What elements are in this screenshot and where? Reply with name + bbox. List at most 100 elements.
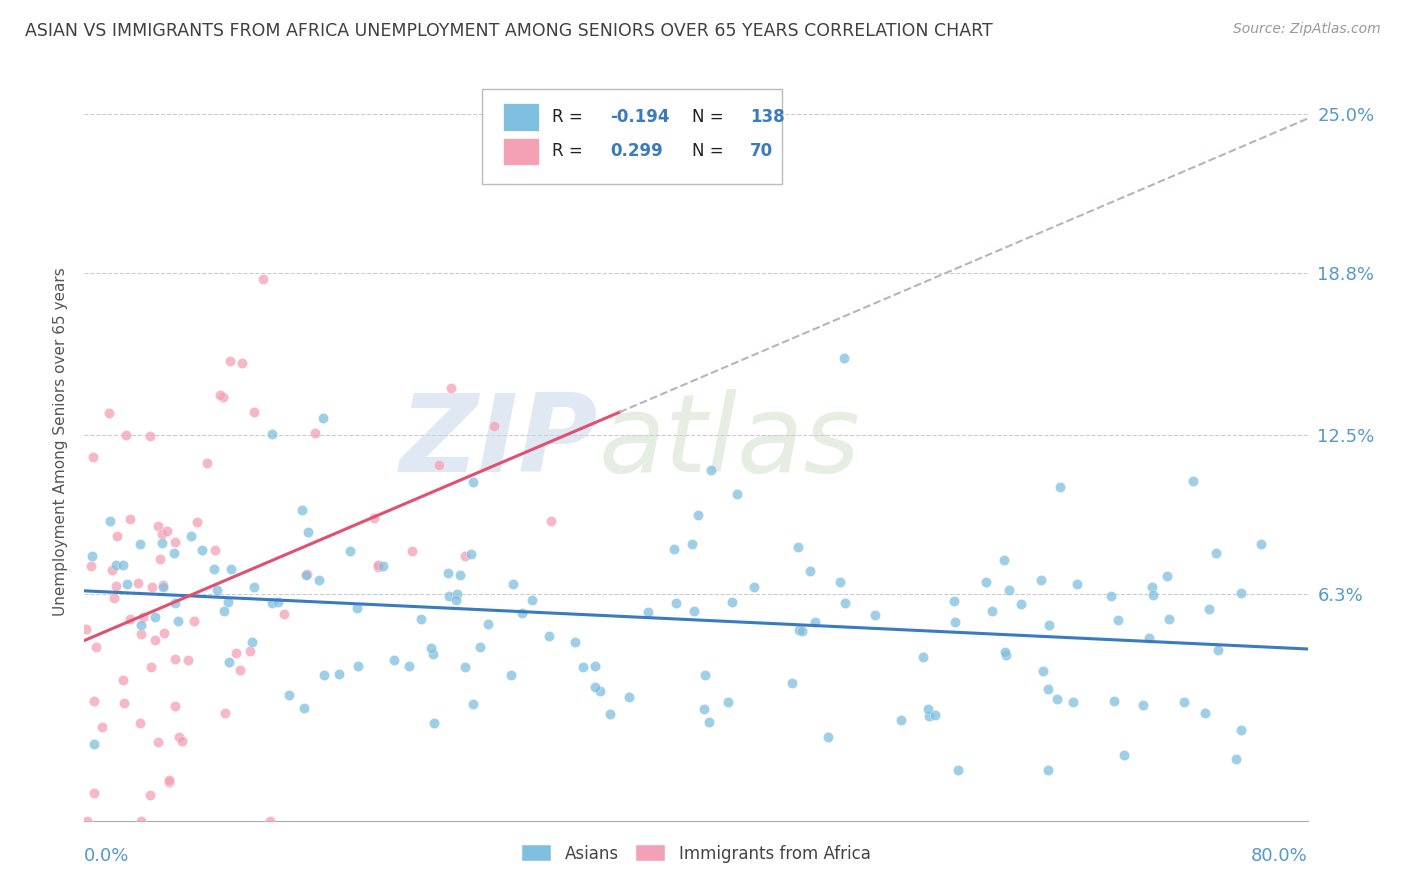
Point [790, 624, 813, 638]
Text: -0.194: -0.194 [610, 108, 669, 126]
Text: ZIP: ZIP [399, 389, 598, 494]
Text: 0.299: 0.299 [610, 142, 664, 161]
Point [166, 614, 188, 628]
Point [83, 737, 105, 751]
Point [1229, 723, 1251, 738]
Point [105, 579, 128, 593]
Text: N =: N = [692, 142, 730, 161]
Point [943, 615, 966, 630]
Point [510, 606, 533, 620]
Point [834, 596, 856, 610]
Point [311, 410, 333, 425]
Point [484, 419, 506, 434]
Point [186, 515, 208, 529]
Point [1032, 665, 1054, 679]
Point [152, 578, 174, 592]
Point [76, 814, 98, 828]
Point [150, 535, 173, 549]
Point [217, 595, 239, 609]
Point [292, 701, 315, 715]
Point [463, 697, 485, 711]
Point [205, 583, 228, 598]
Point [1156, 568, 1178, 582]
Point [993, 645, 1015, 659]
Point [637, 605, 659, 619]
Point [111, 673, 134, 687]
Point [308, 574, 330, 588]
Point [1036, 681, 1059, 696]
Point [1182, 474, 1205, 488]
Text: Source: ZipAtlas.com: Source: ZipAtlas.com [1233, 22, 1381, 37]
Text: R =: R = [551, 142, 588, 161]
Point [240, 635, 263, 649]
Point [453, 660, 475, 674]
Point [382, 653, 405, 667]
Point [599, 707, 621, 722]
Point [817, 730, 839, 744]
Point [131, 626, 153, 640]
Point [208, 387, 231, 401]
Point [112, 558, 135, 573]
Point [398, 659, 420, 673]
Point [129, 716, 152, 731]
Point [163, 535, 186, 549]
Point [454, 549, 477, 564]
FancyBboxPatch shape [503, 137, 540, 165]
Point [1049, 481, 1071, 495]
Point [90, 721, 112, 735]
Point [328, 667, 350, 681]
Point [420, 641, 443, 656]
Point [156, 524, 179, 538]
Point [143, 609, 166, 624]
Point [132, 609, 155, 624]
Point [84, 640, 107, 654]
Point [371, 559, 394, 574]
FancyBboxPatch shape [503, 103, 540, 130]
Point [717, 695, 740, 709]
Point [446, 587, 468, 601]
Point [1046, 692, 1069, 706]
Point [146, 735, 169, 749]
Text: 80.0%: 80.0% [1251, 847, 1308, 865]
Point [1137, 631, 1160, 645]
Point [912, 650, 935, 665]
Point [665, 596, 688, 610]
Point [725, 487, 748, 501]
Point [918, 709, 941, 723]
Point [1102, 694, 1125, 708]
Point [204, 542, 226, 557]
Point [115, 577, 138, 591]
Point [1250, 537, 1272, 551]
Point [105, 558, 128, 572]
Point [460, 547, 482, 561]
Point [291, 502, 314, 516]
Point [1010, 597, 1032, 611]
Point [422, 647, 444, 661]
Point [540, 514, 562, 528]
Point [1205, 546, 1227, 560]
Point [367, 559, 389, 574]
Point [100, 514, 122, 528]
Point [83, 786, 105, 800]
Point [146, 519, 169, 533]
Point [589, 683, 612, 698]
Point [477, 617, 499, 632]
Point [97, 406, 120, 420]
Point [347, 658, 370, 673]
Point [1230, 586, 1253, 600]
Point [157, 775, 180, 789]
Point [832, 351, 855, 366]
Point [1157, 612, 1180, 626]
Point [943, 593, 966, 607]
Y-axis label: Unemployment Among Seniors over 65 years: Unemployment Among Seniors over 65 years [52, 268, 67, 615]
Point [231, 356, 253, 370]
Point [423, 716, 446, 731]
Point [981, 604, 1004, 618]
Point [520, 592, 543, 607]
Point [212, 391, 235, 405]
Point [363, 511, 385, 525]
Point [219, 354, 242, 368]
Point [700, 463, 723, 477]
Point [191, 542, 214, 557]
Point [312, 667, 335, 681]
